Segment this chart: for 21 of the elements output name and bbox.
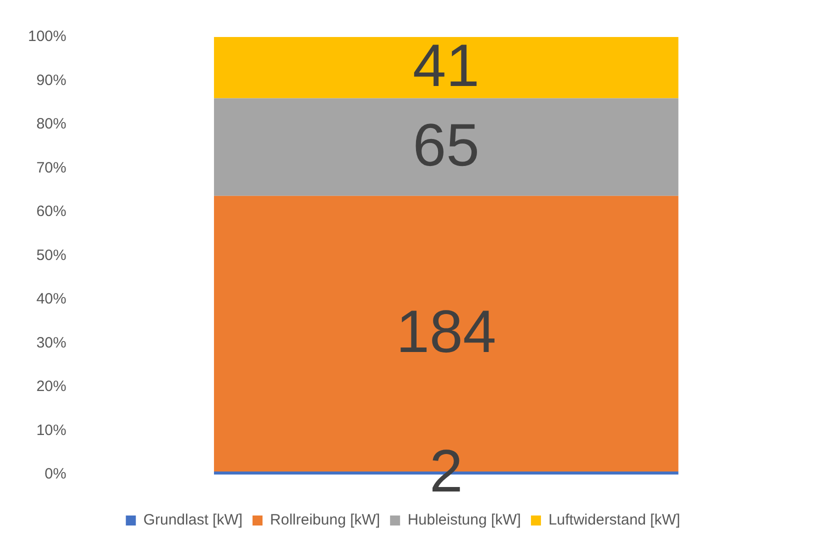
legend-label: Grundlast [kW]: [143, 512, 243, 529]
y-tick-label: 70%: [36, 159, 66, 176]
bar: [214, 98, 678, 196]
annotation: 184: [396, 298, 496, 366]
y-tick-label: 40%: [36, 290, 66, 308]
annotation: 2: [429, 438, 463, 505]
annotation: 65: [412, 112, 480, 179]
y-tick-label: 60%: [36, 203, 66, 220]
y-tick-label: 0%: [44, 466, 66, 483]
annotation: 41: [412, 32, 480, 100]
y-tick-label: 50%: [36, 246, 66, 264]
legend-label: Hubleistung [kW]: [408, 512, 521, 529]
y-tick-label: 90%: [36, 72, 66, 89]
y-tick-label: 100%: [28, 28, 66, 46]
y-tick-label: 80%: [36, 116, 66, 133]
legend-label: Luftwiderstand [kW]: [548, 512, 680, 529]
legend-label: Rollreibung [kW]: [270, 512, 380, 529]
y-tick-label: 30%: [36, 334, 66, 352]
y-tick-label: 20%: [36, 378, 66, 396]
bar: [214, 37, 678, 98]
y-tick-label: 10%: [36, 422, 66, 439]
